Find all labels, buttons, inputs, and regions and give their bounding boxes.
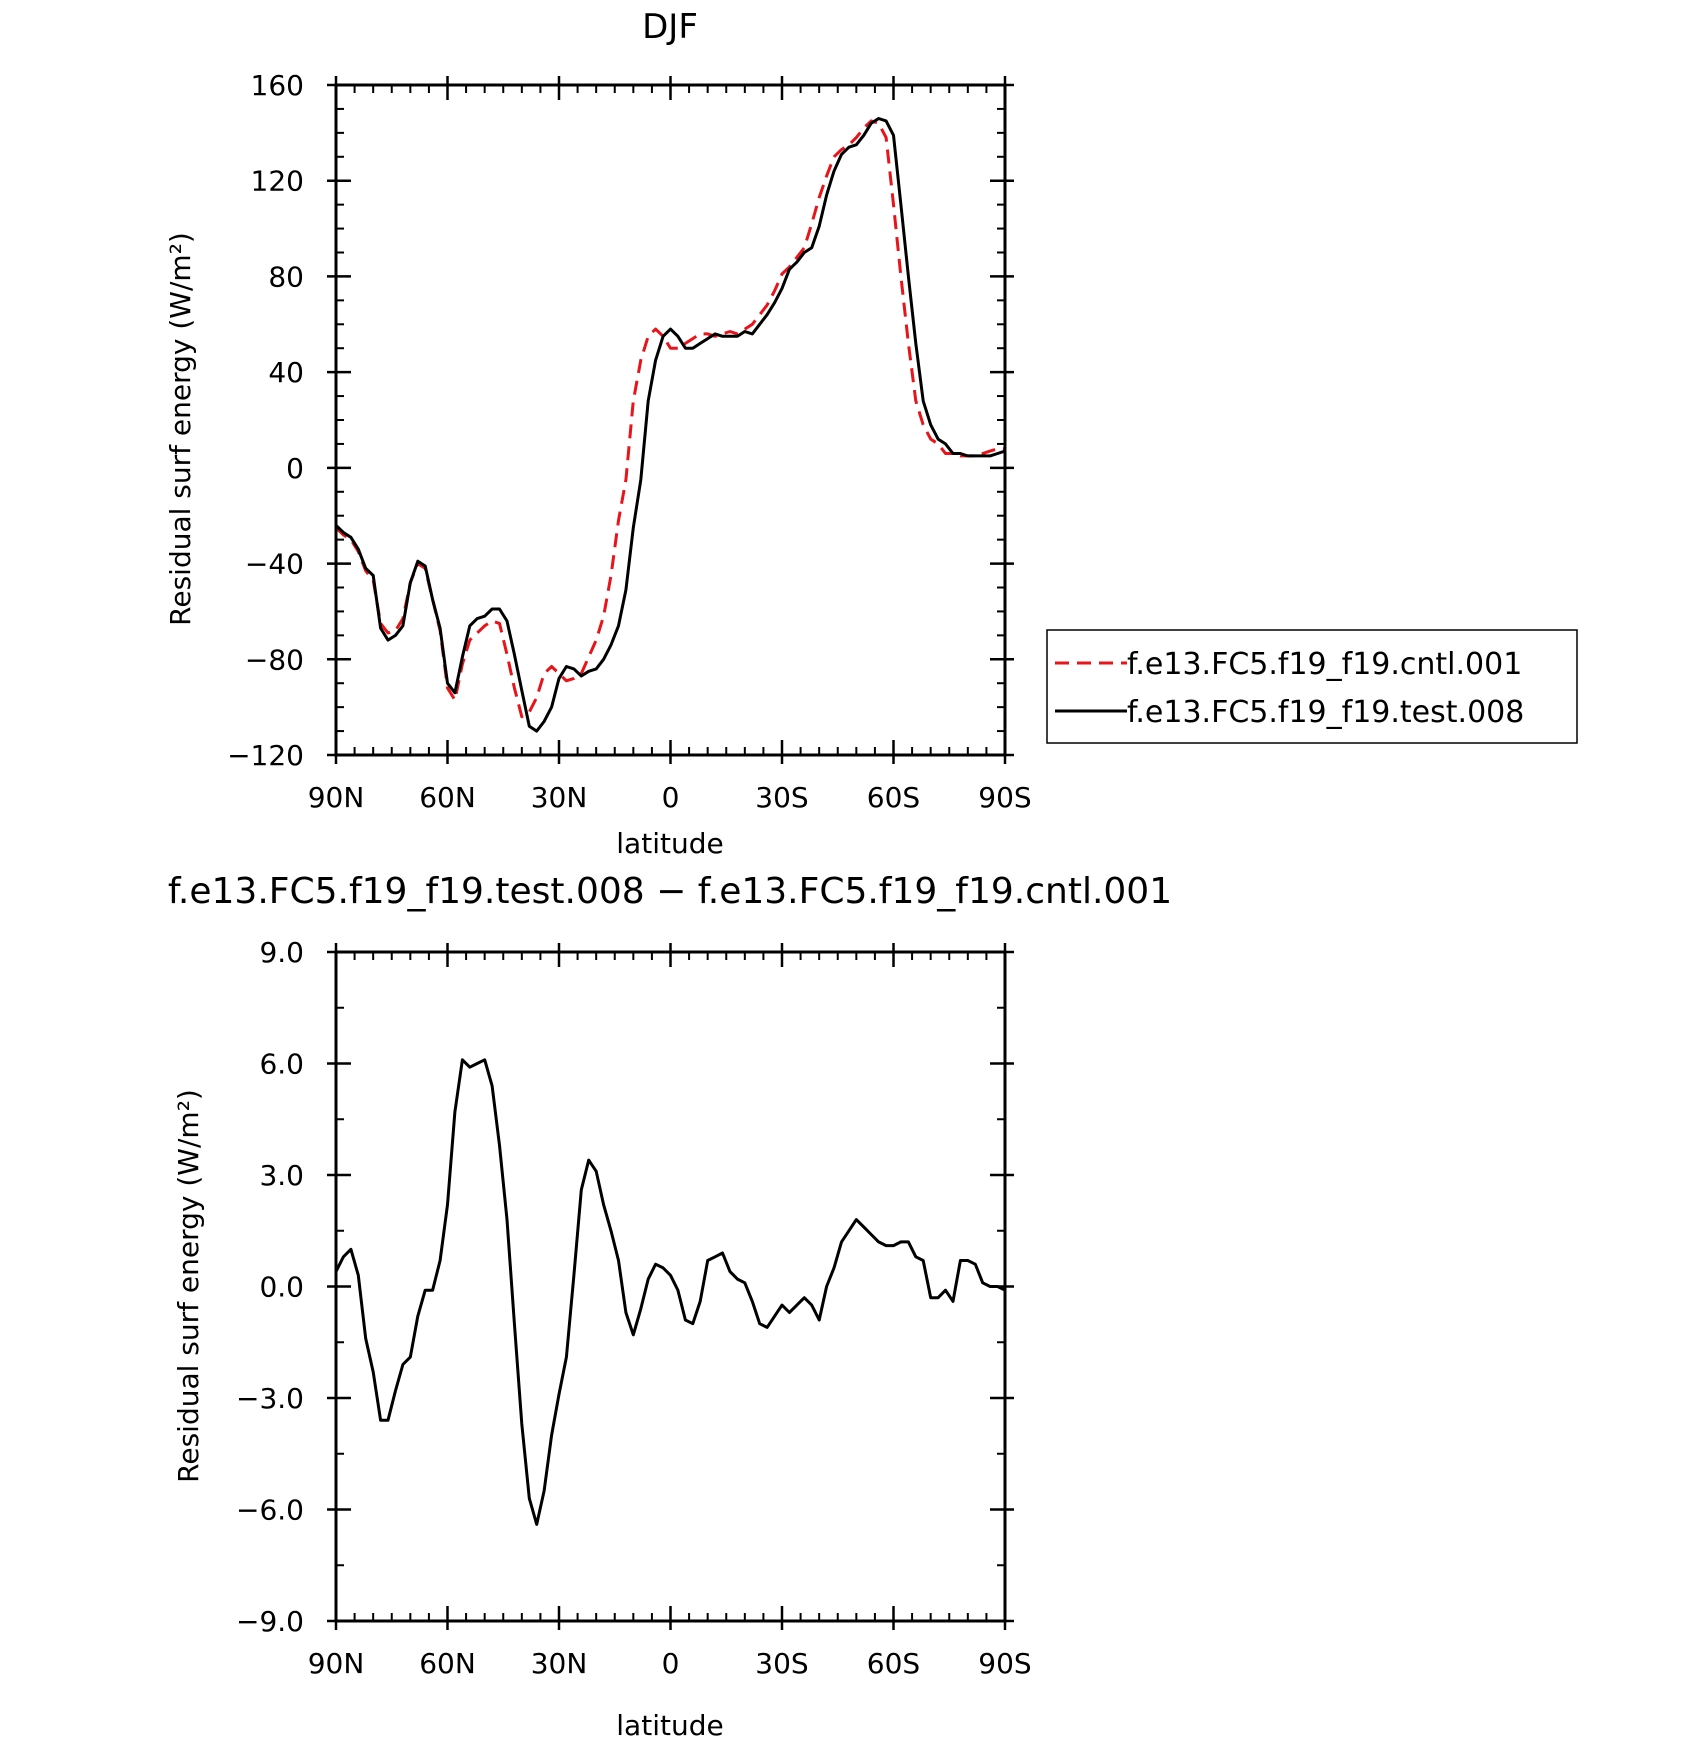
difference-y-tick-label: −3.0 — [236, 1382, 304, 1415]
difference-x-tick-label: 0 — [662, 1647, 680, 1680]
difference-x-tick-label: 30S — [755, 1647, 808, 1680]
djf-x-tick-label: 90N — [308, 781, 365, 814]
difference-series — [334, 1058, 1006, 1526]
difference-y-tick-label: −9.0 — [236, 1605, 304, 1638]
djf-y-tick-label: −120 — [227, 739, 304, 772]
djf-y-tick-label: −40 — [245, 548, 304, 581]
djf-x-tick-label: 60S — [867, 781, 920, 814]
difference-y-tick-label: 6.0 — [259, 1048, 304, 1081]
difference-x-tick-label: 90N — [308, 1647, 365, 1680]
difference-x-axis-label: latitude — [616, 1709, 723, 1741]
djf-title: DJF — [642, 7, 698, 47]
djf-tick-labels: 90N 60N 30N 0 30S 60S 90S 160 120 80 40 0 −40 −80 −120 — [227, 69, 1032, 814]
djf-x-tick-label: 90S — [978, 781, 1031, 814]
djf-x-tick-label: 60N — [419, 781, 476, 814]
djf-x-axis-label: latitude — [616, 827, 723, 860]
djf-legend: f.e13.FC5.f19_f19.cntl.001 f.e13.FC5.f19… — [1046, 629, 1578, 744]
difference-y-tick-label: 0.0 — [259, 1271, 304, 1304]
djf-plot-frame — [334, 83, 1007, 757]
difference-y-axis-label: Residual surf energy (W/m²) — [172, 1089, 205, 1483]
difference-panel: f.e13.FC5.f19_f19.test.008 − f.e13.FC5.f… — [168, 871, 1172, 1741]
difference-y-tick-label: −6.0 — [236, 1494, 304, 1527]
djf-y-tick-label: 40 — [268, 356, 304, 389]
difference-y-tick-label: 9.0 — [259, 936, 304, 969]
legend-label-test: f.e13.FC5.f19_f19.test.008 — [1127, 695, 1524, 730]
djf-y-tick-label: 120 — [251, 165, 304, 198]
djf-y-tick-label: −80 — [245, 643, 304, 676]
djf-y-tick-label: 160 — [251, 69, 304, 102]
djf-y-axis-title: Residual surf energy (W/m²) — [164, 232, 197, 626]
difference-tick-labels: 90N 60N 30N 0 30S 60S 90S 9.0 6.0 3.0 0.0 −3.0 −6.0 −… — [236, 936, 1032, 1680]
legend-label-cntl: f.e13.FC5.f19_f19.cntl.001 — [1127, 647, 1522, 682]
djf-series-line-1 — [334, 117, 1006, 733]
difference-x-tick-label: 90S — [978, 1647, 1031, 1680]
djf-x-tick-label: 0 — [662, 781, 680, 814]
difference-x-tick-label: 60S — [867, 1647, 920, 1680]
djf-y-tick-label: 80 — [268, 260, 304, 293]
djf-series-line-0 — [334, 119, 1005, 719]
difference-y-axis-title: Residual surf energy (W/m²) — [172, 1089, 205, 1483]
djf-x-tick-label: 30N — [531, 781, 588, 814]
difference-title: f.e13.FC5.f19_f19.test.008 − f.e13.FC5.f… — [168, 871, 1172, 912]
difference-x-tick-label: 60N — [419, 1647, 476, 1680]
djf-y-axis-label: Residual surf energy (W/m²) — [164, 232, 197, 626]
djf-series — [334, 117, 1006, 733]
difference-y-tick-label: 3.0 — [259, 1159, 304, 1192]
difference-x-tick-label: 30N — [531, 1647, 588, 1680]
difference-series-line-0 — [334, 1058, 1006, 1526]
difference-plot-frame — [334, 950, 1007, 1623]
djf-panel: DJF Residual surf energy (W/m²) latitude… — [164, 7, 1578, 860]
djf-x-tick-label: 30S — [755, 781, 808, 814]
legend-box — [1046, 629, 1578, 744]
djf-y-tick-label: 0 — [286, 452, 304, 485]
